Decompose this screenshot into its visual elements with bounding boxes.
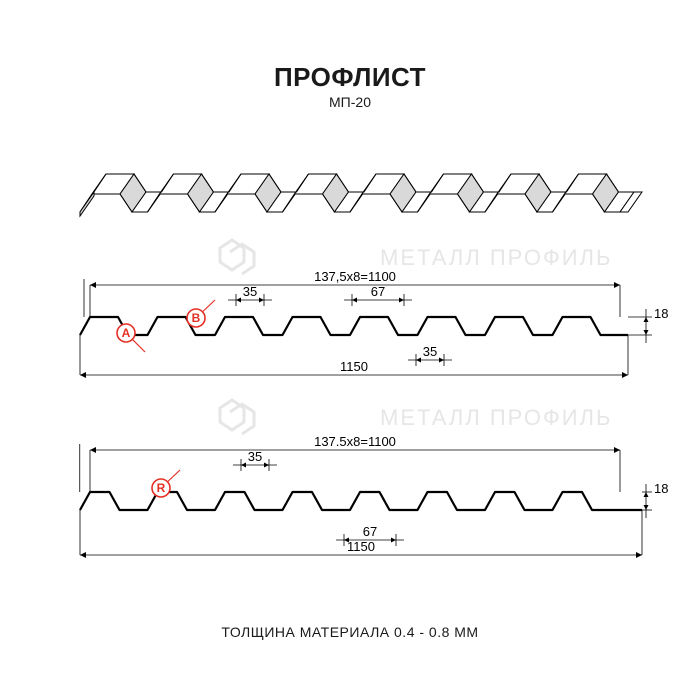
profile-outline xyxy=(80,317,628,335)
svg-text:137,5х8=1100: 137,5х8=1100 xyxy=(314,269,396,284)
tech-drawing-page: { "header": { "title": "ПРОФЛИСТ", "titl… xyxy=(0,0,700,700)
watermark-text: МЕТАЛЛ ПРОФИЛЬ xyxy=(380,405,612,430)
svg-text:67: 67 xyxy=(363,524,377,539)
marker-label-a: A xyxy=(122,326,131,340)
marker-label-b: B xyxy=(192,311,201,325)
watermark-logo xyxy=(220,240,254,274)
svg-text:1150: 1150 xyxy=(340,359,368,374)
watermark-text: МЕТАЛЛ ПРОФИЛЬ xyxy=(380,245,612,270)
drawing-canvas: МЕТАЛЛ ПРОФИЛЬМЕТАЛЛ ПРОФИЛЬ137,5х8=1100… xyxy=(0,0,700,700)
watermark-logo xyxy=(220,400,254,434)
isometric-view xyxy=(80,174,642,216)
marker-label-r: R xyxy=(157,481,166,495)
svg-text:35: 35 xyxy=(243,284,257,299)
svg-text:137.5х8=1100: 137.5х8=1100 xyxy=(314,434,396,449)
svg-text:35: 35 xyxy=(248,449,262,464)
svg-text:67: 67 xyxy=(371,284,385,299)
svg-text:1150: 1150 xyxy=(347,539,375,554)
svg-text:35: 35 xyxy=(423,344,437,359)
svg-text:18: 18 xyxy=(654,481,668,496)
svg-text:18: 18 xyxy=(654,306,668,321)
